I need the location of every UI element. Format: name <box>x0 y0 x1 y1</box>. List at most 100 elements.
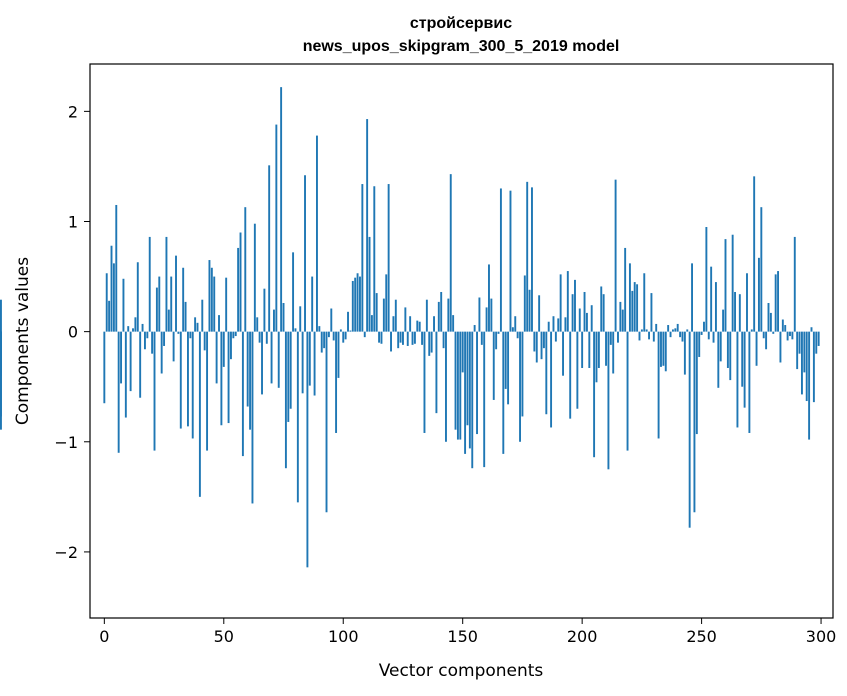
bar-286 <box>786 331 789 341</box>
bar-252 <box>705 227 708 332</box>
bar-24 <box>160 331 163 374</box>
bar-270 <box>748 331 751 433</box>
bar-199 <box>578 308 581 332</box>
y-tick-label: −1 <box>54 433 78 452</box>
bar-277 <box>765 331 768 350</box>
bar-115 <box>378 331 381 343</box>
bar-48 <box>218 315 220 332</box>
bar-88 <box>313 331 316 396</box>
bar-42 <box>203 331 206 351</box>
x-tick-label: 50 <box>214 627 234 646</box>
bar-198 <box>576 331 579 409</box>
bar-90 <box>318 326 321 332</box>
bar-62 <box>251 331 254 504</box>
bar-112 <box>370 315 373 332</box>
bar-251 <box>703 321 705 332</box>
bar-74 <box>280 87 283 332</box>
chart-subtitle: news_upos_skipgram_300_5_2019 model <box>303 38 620 55</box>
bar-212 <box>609 331 612 345</box>
bar-150 <box>461 331 464 373</box>
bar-163 <box>492 331 495 400</box>
bar-76 <box>284 331 287 469</box>
bar-118 <box>385 274 388 332</box>
bar-47 <box>215 331 218 384</box>
bar-38 <box>194 317 197 332</box>
bar-237 <box>669 331 672 338</box>
bar-262 <box>729 331 732 381</box>
bar-23 <box>158 276 161 332</box>
bar-203 <box>588 331 591 368</box>
bar-143 <box>445 331 447 442</box>
bar-134 <box>423 331 426 433</box>
bar-188 <box>552 316 555 332</box>
bar-89 <box>316 135 318 332</box>
bar-259 <box>722 309 725 332</box>
bar-228 <box>648 331 650 340</box>
bar-279 <box>769 312 772 332</box>
bar-280 <box>772 331 775 334</box>
bar-275 <box>760 207 763 332</box>
bar-60 <box>246 331 249 407</box>
bar-236 <box>667 325 670 332</box>
bar-192 <box>562 331 564 376</box>
bar-61 <box>249 331 252 430</box>
bar-103 <box>349 330 352 332</box>
bar-73 <box>277 331 280 388</box>
bar-147 <box>454 331 457 430</box>
bar-68 <box>265 331 268 344</box>
bar-36 <box>189 331 192 339</box>
bar-258 <box>719 331 722 362</box>
bar-2 <box>108 300 111 332</box>
bar-215 <box>617 331 619 343</box>
bar-282 <box>777 271 780 332</box>
bar-169 <box>507 331 510 405</box>
bar-297 <box>812 331 815 403</box>
bar-224 <box>638 331 641 341</box>
bar-225 <box>640 329 643 332</box>
bar-201 <box>583 291 586 332</box>
bar-283 <box>779 331 782 363</box>
bar-295 <box>808 331 811 440</box>
bar-20 <box>151 331 154 354</box>
bar-142 <box>442 331 445 349</box>
bar-107 <box>359 276 361 332</box>
bar-221 <box>631 290 634 332</box>
bar-32 <box>179 331 182 429</box>
bar-58 <box>241 331 244 457</box>
bar-223 <box>636 284 639 332</box>
bar-79 <box>292 252 295 332</box>
bar-246 <box>691 263 693 332</box>
bar-29 <box>172 331 175 362</box>
bar-161 <box>488 264 490 332</box>
bar-55 <box>234 331 237 337</box>
bar-28 <box>170 276 173 332</box>
bar-187 <box>550 331 553 428</box>
bar-110 <box>366 119 369 332</box>
bar-98 <box>337 331 340 378</box>
bar-6 <box>117 331 120 453</box>
bar-33 <box>182 267 185 332</box>
bar-296 <box>810 327 813 332</box>
bar-184 <box>542 331 545 349</box>
bar-299 <box>817 331 820 346</box>
bar-164 <box>495 331 498 350</box>
bar-80 <box>294 328 297 332</box>
bar-127 <box>406 331 409 346</box>
bar-22 <box>155 287 158 332</box>
bar-293 <box>803 331 806 373</box>
bar-54 <box>232 331 235 339</box>
bar-undefined <box>0 331 2 430</box>
bar-248 <box>695 331 698 435</box>
bar-31 <box>177 331 180 334</box>
bar-190 <box>557 318 560 332</box>
bar-122 <box>394 299 397 332</box>
bar-18 <box>146 331 149 339</box>
bar-145 <box>449 174 452 332</box>
bar-266 <box>738 294 741 332</box>
bar-289 <box>793 236 796 332</box>
bar-26 <box>165 236 168 332</box>
bar-179 <box>531 187 533 332</box>
bar-27 <box>167 309 170 332</box>
bar-146 <box>452 315 455 332</box>
